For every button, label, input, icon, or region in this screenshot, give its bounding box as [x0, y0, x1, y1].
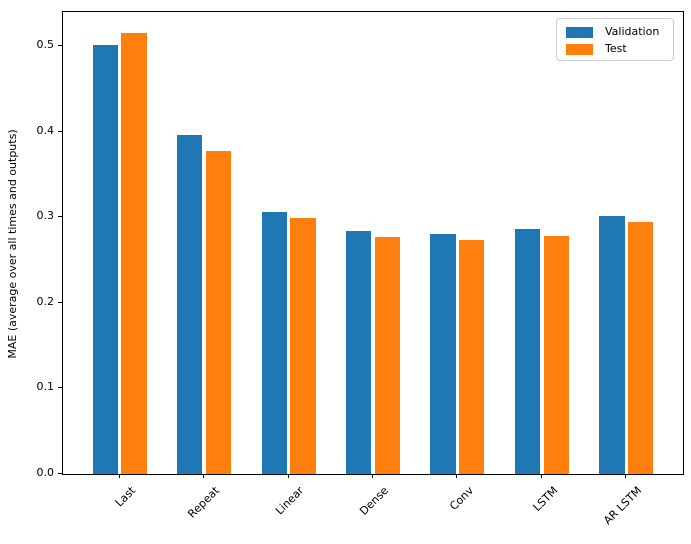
bar-validation-ar-lstm — [599, 216, 625, 474]
bar-validation-linear — [261, 212, 287, 474]
bar-validation-lstm — [514, 229, 541, 474]
bar-validation-last — [92, 44, 118, 474]
bar-test-last — [121, 33, 147, 474]
y-tick-mark — [58, 387, 62, 389]
x-tick-label-last: Last — [112, 484, 138, 510]
x-tick-mark — [372, 474, 373, 478]
y-tick-label: 0.0 — [36, 466, 55, 479]
legend: Validation Test — [556, 18, 674, 61]
y-tick-mark — [58, 216, 62, 218]
bar-test-repeat — [205, 151, 232, 474]
bar-test-ar-lstm — [628, 221, 654, 474]
bar-validation-conv — [430, 233, 456, 474]
legend-swatch-validation — [566, 26, 593, 38]
x-tick-label-conv: Conv — [446, 484, 476, 513]
legend-item-test: Test — [566, 41, 673, 57]
bar-test-dense — [374, 237, 401, 474]
x-tick-mark — [118, 474, 120, 478]
x-tick-label-repeat: Repeat — [185, 484, 223, 521]
bar-validation-dense — [345, 231, 372, 474]
x-tick-label-linear: Linear — [273, 484, 307, 518]
x-tick-label-ar-lstm: AR LSTM — [601, 484, 645, 528]
y-axis-label: MAE (average over all times and outputs) — [6, 129, 19, 359]
bar-test-linear — [290, 218, 316, 474]
y-tick-mark — [58, 130, 62, 132]
y-tick-label: 0.2 — [36, 294, 55, 308]
x-tick-label-lstm: LSTM — [530, 484, 561, 514]
bar-test-lstm — [543, 236, 569, 474]
y-tick-label: 0.4 — [36, 123, 55, 137]
y-tick-label: 0.5 — [36, 38, 55, 52]
plot-area — [62, 11, 684, 475]
x-tick-mark — [540, 474, 542, 478]
x-tick-mark — [625, 474, 627, 478]
y-tick-mark — [58, 301, 62, 303]
x-tick-mark — [456, 474, 458, 478]
y-tick-mark — [58, 473, 62, 474]
y-tick-label: 0.1 — [36, 380, 55, 394]
bar-test-conv — [459, 239, 485, 474]
y-tick-mark — [58, 45, 62, 47]
legend-swatch-test — [566, 43, 593, 55]
legend-item-validation: Validation — [566, 24, 673, 40]
x-tick-mark — [203, 474, 205, 478]
x-tick-label-dense: Dense — [357, 484, 392, 518]
y-tick-label: 0.3 — [36, 209, 55, 223]
legend-label: Validation — [605, 25, 660, 38]
x-tick-mark — [287, 474, 289, 478]
legend-label: Test — [605, 42, 627, 55]
bar-validation-repeat — [177, 135, 203, 474]
